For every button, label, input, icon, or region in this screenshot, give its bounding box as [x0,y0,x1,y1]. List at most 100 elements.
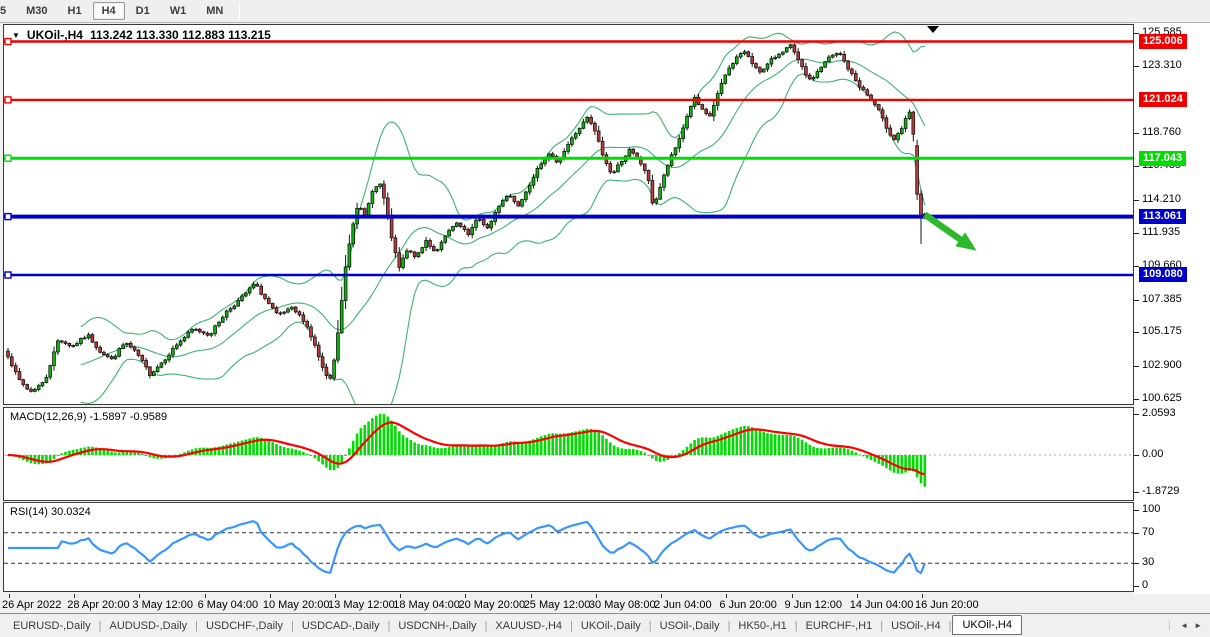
macd-canvas [4,413,1133,487]
time-tick-mark [595,594,597,598]
tab-separator: | [484,619,488,632]
time-axis-label: 16 Jun 20:00 [914,599,979,611]
scroll-left-icon[interactable]: ◄ [1180,621,1189,630]
timeframe-button-h4[interactable]: H4 [92,2,125,20]
price-tick-label: 107.385 [1142,292,1182,305]
axis-tick-mark [1134,199,1139,201]
time-axis-label: 30 May 08:00 [588,599,656,611]
time-axis-label: 3 May 12:00 [132,599,193,611]
rsi-canvas [4,520,1133,575]
toolbar-separator [239,2,241,20]
macd-tick-label: 2.0593 [1142,406,1176,419]
time-axis-label: 9 Jun 12:00 [784,599,843,611]
symbol-tab-hk50-h1[interactable]: HK50-,H1 [738,619,787,632]
symbol-tab-usdcad-daily[interactable]: USDCAD-,Daily [301,619,380,632]
timeframe-button-mn[interactable]: MN [206,5,224,17]
time-tick-mark [530,594,532,598]
candlestick-chart-canvas[interactable] [4,25,1133,404]
scroll-right-icon[interactable]: ► [1194,621,1202,630]
time-axis-label: 6 May 04:00 [197,599,259,611]
chart-dropdown-icon[interactable]: ▼ [12,30,20,40]
tab-separator: | [570,619,573,632]
rsi-tick-label: 70 [1142,525,1155,538]
axis-tick-mark [1134,233,1139,235]
macd-indicator-panel[interactable]: MACD(12,26,9) -1.5897 -0.9589 [3,407,1134,501]
axis-tick-mark [1134,133,1139,135]
symbol-tab-ukoil-h4[interactable]: UKOil-,H4 [952,615,1022,635]
time-axis-label: 25 May 12:00 [523,599,591,611]
main-price-chart[interactable]: ▼ UKOil-,H4 113.242 113.330 112.883 113.… [3,24,1134,405]
time-axis-label: 2 Jun 04:00 [654,599,712,611]
rsi-tick-label: 100 [1142,503,1161,515]
time-axis-label: 14 Jun 04:00 [849,599,914,611]
macd-tick-label: 0.00 [1142,448,1164,460]
tab-separator: | [648,619,652,632]
timeframe-button-5[interactable]: 5 [0,5,7,17]
price-tick-label: 111.935 [1142,226,1181,239]
price-tick-label: 100.625 [1142,391,1182,404]
chart-title: ▼ UKOil-,H4 113.242 113.330 112.883 113.… [12,28,271,42]
axis-tick-mark [1134,166,1139,168]
axis-tick-mark [1134,66,1139,68]
tab-separator: | [948,619,952,632]
symbol-tab-eurusd-daily[interactable]: EURUSD-,Daily [13,619,91,632]
axis-tick-mark [1134,299,1139,301]
symbol-tab-audusd-daily[interactable]: AUDUSD-,Daily [109,619,188,632]
symbol-tab-eurchf-h1[interactable]: EURCHF-,H1 [805,619,873,632]
time-tick-mark [791,594,793,598]
time-tick-mark [661,594,663,598]
symbol-tab-usoil-h4[interactable]: USOil-,H4 [891,619,941,632]
axis-tick-mark [1134,586,1139,587]
tab-separator: | [195,619,198,632]
time-tick-mark [856,594,858,598]
rsi-label: RSI(14) 30.0324 [10,506,91,518]
timeframe-button-d1[interactable]: D1 [135,5,150,17]
timeframe-button-m30[interactable]: M30 [26,5,48,17]
time-axis-label: 13 May 12:00 [328,599,395,611]
symbol-tab-usdcnh-daily[interactable]: USDCNH-,Daily [398,619,477,632]
time-axis-label: 6 Jun 20:00 [719,599,777,611]
price-tick-label: 114.210 [1142,192,1181,205]
chart-ohlc-values: 113.242 113.330 112.883 113.215 [89,28,271,42]
time-axis[interactable]: 26 Apr 2022 28 Apr 20:00 3 May 12:00 6 May … [0,594,1210,614]
axis-tick-mark [1134,510,1139,511]
tab-separator: | [98,619,102,632]
timeframe-button-h1[interactable]: H1 [67,5,82,17]
macd-label: MACD(12,26,9) -1.5897 -0.9589 [10,411,168,423]
time-tick-mark [74,594,76,598]
axis-tick-mark [1134,413,1139,415]
axis-tick-mark [1134,266,1139,268]
axis-tick-mark [1134,455,1139,456]
rsi-indicator-panel[interactable]: RSI(14) 30.0324 [3,502,1134,592]
time-tick-mark [465,594,467,598]
time-tick-mark [921,594,923,598]
price-level-badge: 121.024 [1139,92,1187,108]
timeframe-toolbar: 5 M30 H1 H4 D1 W1 MN [0,0,1210,23]
symbol-tab-xauusd-h4[interactable]: XAUUSD-,H4 [495,619,563,632]
time-tick-mark [726,594,728,598]
symbol-tab-ukoil-daily[interactable]: UKOil-,Daily [580,619,641,632]
tab-separator: | [387,619,391,632]
price-tick-label: 105.175 [1142,325,1182,338]
rsi-tick-label: 30 [1142,556,1155,569]
price-tick-label: 123.310 [1142,59,1182,72]
rsi-tick-label: 0 [1142,579,1149,591]
symbol-tab-bar: EURUSD-,Daily | AUDUSD-,Daily | USDCHF-,Dail… [0,613,1210,637]
axis-tick-mark [1134,365,1139,367]
price-axis[interactable]: 125.585123.310118.760116.485114.210111.9… [1134,23,1210,613]
symbol-tab-usdchf-daily[interactable]: USDCHF-,Daily [205,619,283,632]
time-axis-label: 26 Apr 2022 [2,599,62,611]
symbol-tab-usoil-daily[interactable]: USOil-,Daily [659,619,720,632]
chart-area: ▼ UKOil-,H4 113.242 113.330 112.883 113.… [0,23,1210,614]
time-tick-mark [9,594,10,598]
time-tick-mark [139,594,141,598]
tab-scroll-arrows: ◄ ► [1169,621,1210,630]
axis-tick-mark [1134,398,1139,400]
price-level-badge: 125.006 [1139,33,1187,49]
price-level-badge: 117.043 [1139,150,1187,166]
time-axis-label: 18 May 04:00 [393,599,460,611]
tab-separator: | [727,619,731,632]
axis-tick-mark [1134,532,1139,534]
timeframe-button-w1[interactable]: W1 [169,5,187,17]
